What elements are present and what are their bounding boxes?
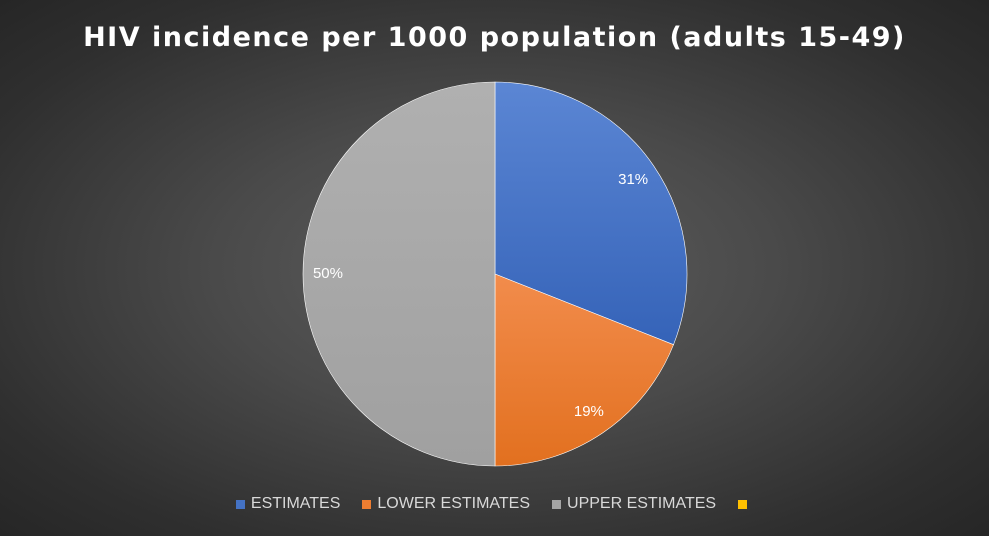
legend-label-estimates: ESTIMATES	[250, 495, 341, 512]
legend-swatch-unlabeled	[738, 499, 748, 509]
legend-label-lower-estimates: LOWER ESTIMATES	[377, 495, 531, 512]
legend-item-upper-estimates: UPPER ESTIMATES	[552, 494, 716, 514]
chart-title: HIV incidence per 1000 population (adult…	[83, 22, 906, 53]
pie-slice-estimates	[494, 81, 688, 346]
pie-label-upper-estimates: 50%	[313, 265, 343, 282]
pie-label-lower-estimates: 19%	[574, 403, 604, 420]
legend-item-unlabeled	[738, 499, 753, 509]
legend-swatch-lower-estimates	[362, 499, 372, 509]
legend-label-upper-estimates: UPPER ESTIMATES	[567, 495, 717, 512]
legend-item-lower-estimates: LOWER ESTIMATES	[362, 494, 530, 514]
pie-labels: 31% 19% 50%	[313, 171, 648, 420]
pie-label-estimates: 31%	[618, 171, 648, 188]
legend: ESTIMATES LOWER ESTIMATES UPPER ESTIMATE…	[0, 494, 989, 514]
pie-slices	[302, 81, 688, 467]
legend-swatch-estimates	[235, 499, 245, 509]
pie-slice-upper-estimates	[302, 81, 496, 467]
legend-swatch-upper-estimates	[552, 499, 562, 509]
pie-slice-lower-estimates	[494, 273, 674, 467]
legend-item-estimates: ESTIMATES	[235, 494, 341, 514]
